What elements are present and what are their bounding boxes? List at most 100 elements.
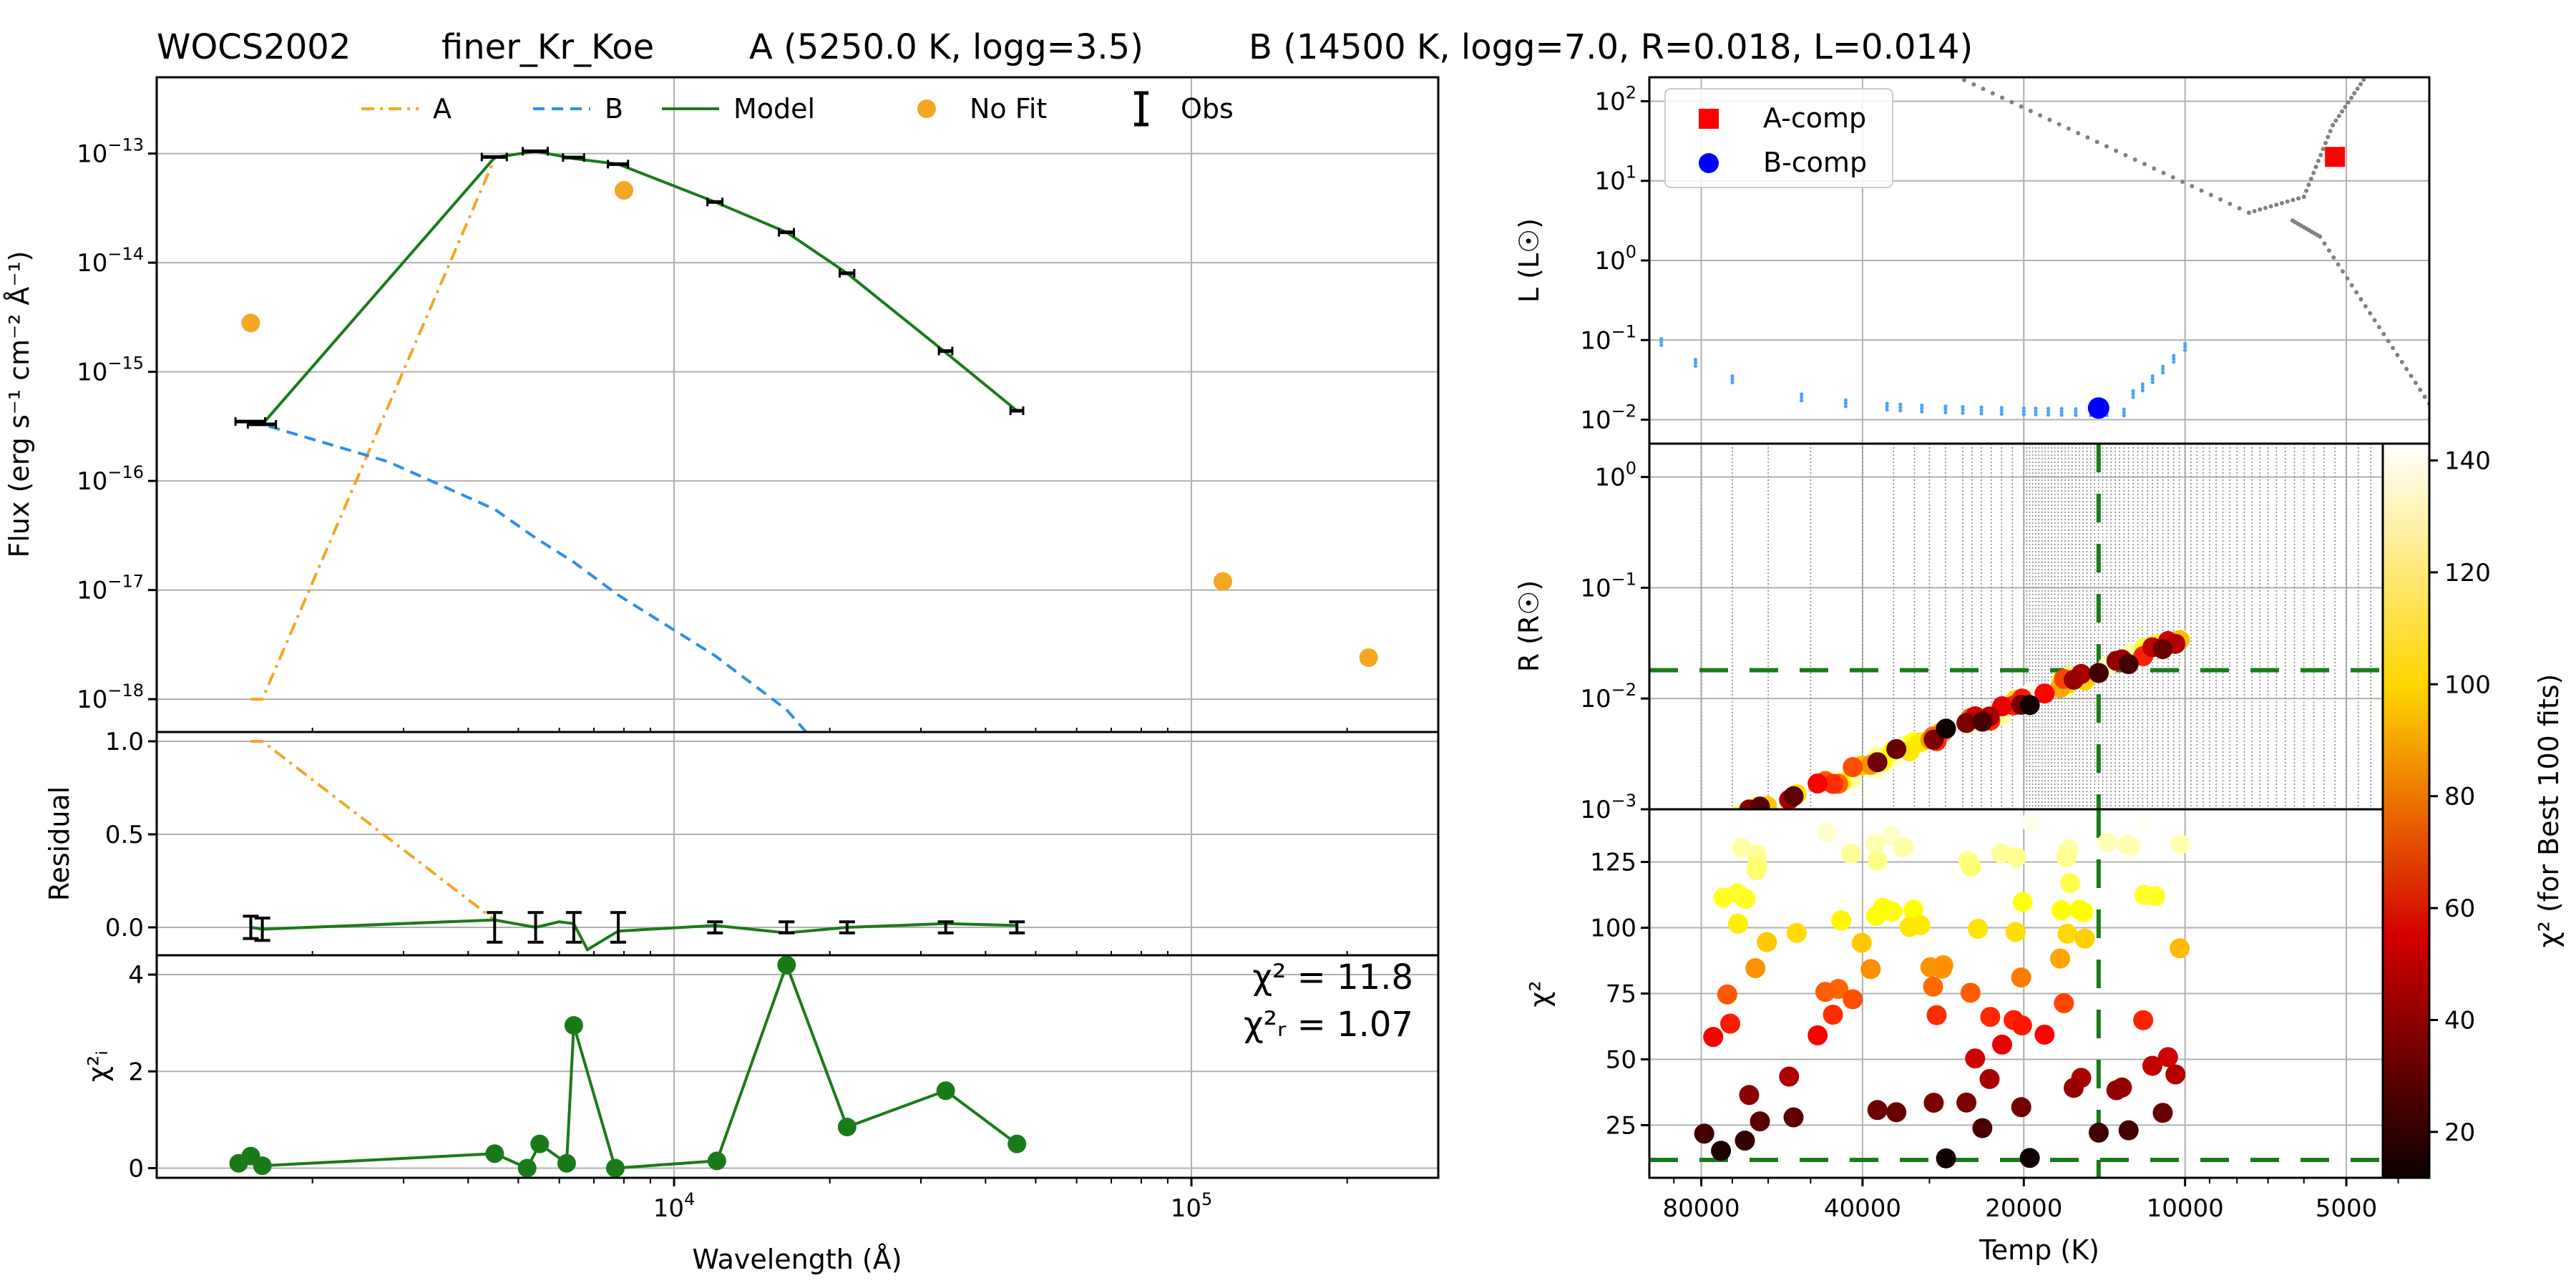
fit-chi2-point [1831, 910, 1852, 931]
isochrone-point [2085, 135, 2090, 140]
chi2-temp-ytick-label: 100 [1590, 914, 1636, 943]
wd-track-point [1659, 340, 1664, 344]
residual-ticks: 0.0 0.5 1.0 [105, 728, 1348, 955]
wd-track-point [2140, 389, 2145, 393]
isochrone-point [2399, 359, 2404, 364]
wd-track-point [2140, 382, 2145, 386]
isochrone-point [2395, 353, 2400, 358]
wd-track-point [1943, 407, 1948, 411]
fit-chi2-point [1779, 1066, 1800, 1087]
fit-chi2-point [2133, 809, 2154, 829]
chi2-total: χ² = 11.8 [1252, 957, 1413, 997]
isochrone-point [1990, 91, 1995, 96]
wd-track-point [1800, 399, 1804, 403]
isochrone-point [2280, 200, 2285, 205]
fit-chi2-point [1735, 1131, 1755, 1151]
chi2-temp-ytick-label: 25 [1606, 1111, 1636, 1140]
chi2-ytick-label: 4 [128, 961, 144, 990]
isochrone-point [2418, 387, 2423, 392]
fit-radius-point [2089, 663, 2109, 683]
fit-chi2-point [2051, 900, 2072, 921]
fit-chi2-point [1783, 1107, 1804, 1128]
chi2-point [936, 1081, 955, 1101]
fit-radius-point [1843, 757, 1863, 778]
nofit-point [1359, 648, 1378, 668]
isochrone-point [2263, 205, 2268, 210]
wd-track-point [2172, 360, 2176, 364]
wd-track-point [1920, 403, 1924, 408]
isochrone-point [2308, 176, 2313, 181]
fit-radius-point [1703, 825, 1723, 845]
wd-track-point [2161, 371, 2165, 375]
hrd-legend: A-comp B-comp [1664, 88, 1893, 188]
isochrone-point [2333, 118, 2338, 123]
fit-chi2-point [1860, 959, 1881, 980]
fit-chi2-point [1923, 1093, 1944, 1113]
wd-track-point [1843, 398, 1848, 402]
sed-series-b [250, 420, 808, 732]
wd-track-point [1961, 411, 1965, 415]
wd-track-point [2059, 406, 2064, 411]
isochrone-point [2000, 95, 2005, 100]
chi2-wavelength-grid [157, 955, 1438, 1178]
temp-xtick-label: 80000 [1662, 1194, 1740, 1223]
fit-chi2-point [1979, 1068, 2000, 1089]
chi2-point [707, 1151, 726, 1171]
fit-chi2-point [1728, 913, 1749, 934]
chi2-point [1008, 1134, 1027, 1153]
isochrone-point [2161, 170, 2166, 175]
hrd-legend-box [1664, 88, 1893, 188]
fit-chi2-point [1923, 976, 1943, 997]
chi2-point [777, 955, 796, 975]
wd-track-point [2131, 389, 2135, 393]
sed-panel: 10−13 10−14 10−15 10−16 10−17 10−18 A B Model No… [4, 76, 1440, 733]
isochrone-point [2038, 113, 2043, 118]
hrd-legend-marker-a [1699, 109, 1719, 129]
isochrone-point [2076, 130, 2081, 135]
isochrone-point [2346, 100, 2351, 105]
fit-radius-point [1750, 796, 1770, 809]
fit-chi2-point [1867, 1100, 1888, 1121]
temp-xtick-label: 40000 [1824, 1194, 1901, 1223]
isochrone-point [2318, 234, 2323, 239]
hrd-ytick-label: 101 [1594, 162, 1636, 196]
radius-ylabel: R (R☉) [1513, 580, 1545, 673]
wavelength-xtick-label: 105 [1171, 1189, 1213, 1223]
fit-radius-point [1717, 818, 1737, 838]
isochrone-point [2218, 197, 2223, 202]
isochrone-point [2228, 201, 2233, 206]
fit-chi2-point [2170, 938, 2190, 959]
wd-track-point [1693, 364, 1698, 369]
fit-chi2-point [2050, 948, 2071, 969]
hrd-ytick-label: 102 [1594, 82, 1636, 116]
isochrone-point [2268, 204, 2273, 209]
isochrone-point [2028, 109, 2033, 114]
isochrone-point [2381, 331, 2386, 336]
fit-chi2-point [1745, 958, 1766, 979]
fit-chi2-point [2145, 886, 2166, 907]
wd-track-point [1961, 404, 1965, 409]
fit-radius-point [1711, 814, 1731, 834]
sed-series-a [250, 157, 497, 701]
isochrone-point [2290, 197, 2296, 203]
colorbar: 20 40 60 80 100 120 140 χ² (for Best 100 fits) [2381, 442, 2565, 1179]
fit-radius-point [1694, 824, 1714, 844]
fit-chi2-point [2019, 1148, 2040, 1169]
fit-chi2-point [1711, 1141, 1732, 1161]
residual-ytick-label: 0.0 [105, 914, 144, 942]
isochrone-point [2326, 135, 2331, 140]
chi2-wavelength-ticks: 104 105 0 2 4 [128, 961, 1348, 1223]
radius-panel: 100 10−1 10−2 10−3 R (R☉) [1513, 442, 2431, 845]
fit-chi2-point [2133, 1010, 2154, 1030]
fit-chi2-point [2034, 1024, 2055, 1045]
sed-data [234, 147, 1378, 732]
sed-legend: A B Model No Fit Obs [361, 91, 1234, 127]
wd-track-point [1659, 337, 1664, 341]
chi2-wavelength-data [229, 955, 1027, 1178]
fit-radius-point [1735, 809, 1755, 829]
nofit-point [1213, 572, 1232, 591]
fit-radius-point [1783, 786, 1804, 806]
fit-radius-point [2118, 654, 2139, 675]
